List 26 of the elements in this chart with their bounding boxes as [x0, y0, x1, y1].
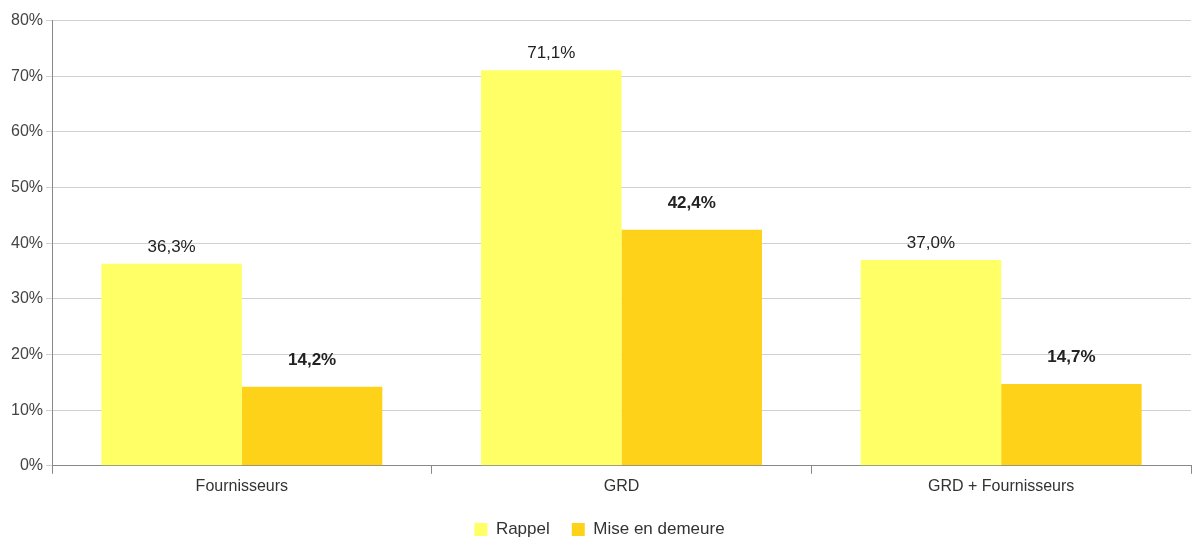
legend-label: Mise en demeure: [593, 519, 725, 539]
y-tick-label: 0%: [19, 456, 44, 474]
y-tick-label: 20%: [10, 344, 44, 362]
x-tick-label: GRD + Fournisseurs: [928, 476, 1075, 494]
data-label: 14,7%: [1047, 347, 1096, 367]
y-tick-label: 60%: [10, 122, 44, 140]
data-label: 37,0%: [906, 233, 956, 253]
bar: [621, 229, 762, 466]
data-label: 14,2%: [287, 349, 337, 369]
data-label: 36,3%: [147, 236, 196, 256]
bar: [1001, 384, 1142, 466]
y-tick-label: 70%: [10, 66, 44, 84]
x-tick-label: GRD: [603, 476, 640, 494]
y-tick-label: 30%: [10, 289, 44, 307]
bar: [860, 259, 1002, 466]
y-tick-label: 80%: [10, 11, 44, 29]
data-label: 71,1%: [527, 43, 576, 63]
bar: [241, 386, 383, 466]
data-label: 42,4%: [667, 193, 716, 213]
y-tick-label: 40%: [10, 233, 44, 251]
y-tick-label: 10%: [10, 400, 44, 418]
bar: [481, 70, 622, 466]
bar: [101, 263, 242, 466]
y-tick-label: 50%: [10, 177, 44, 195]
x-tick-label: Fournisseurs: [195, 476, 289, 494]
legend-label: Rappel: [495, 519, 550, 539]
